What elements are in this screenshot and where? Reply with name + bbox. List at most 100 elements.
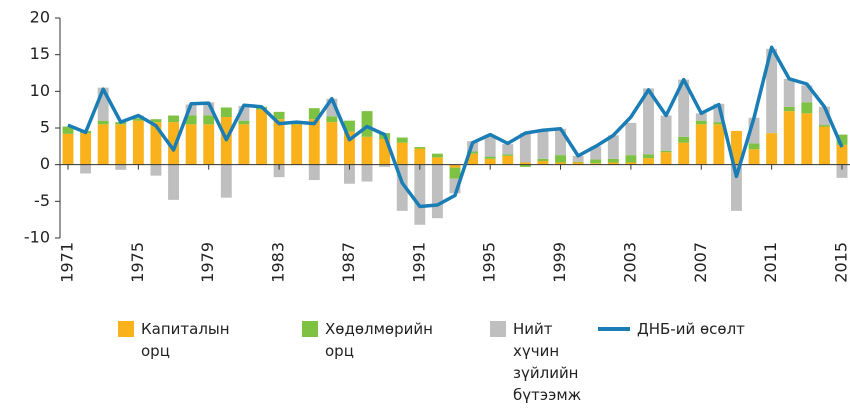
legend-label: Хөдөлмөрийн орц	[325, 320, 433, 360]
bar	[731, 130, 742, 165]
legend-item: Капиталын орц	[118, 318, 253, 362]
bar	[97, 120, 109, 125]
legend-swatch	[490, 321, 506, 337]
bar	[484, 158, 496, 165]
legend-label: ДНБ-ий өсөлт	[637, 320, 745, 338]
bar	[695, 124, 707, 165]
y-tick-label: 10	[30, 81, 50, 100]
bar	[273, 119, 285, 165]
bar	[748, 117, 760, 144]
x-tick-label: 1979	[198, 242, 217, 283]
legend-label: Нийт хүчин зүйлийн бүтээмж	[513, 320, 582, 404]
bar	[238, 124, 250, 165]
bar	[326, 122, 338, 165]
bar	[660, 115, 672, 151]
bar	[836, 134, 848, 145]
x-tick-label: 2011	[761, 242, 780, 283]
bar	[748, 149, 760, 165]
y-tick-label: 20	[30, 8, 50, 27]
y-tick-label: 0	[40, 154, 50, 173]
legend-label: Капиталын орц	[141, 320, 230, 360]
x-tick-label: 1975	[128, 242, 147, 283]
bar	[115, 124, 127, 165]
bar	[519, 133, 531, 163]
bar	[414, 148, 426, 165]
bar	[238, 120, 250, 125]
bar	[678, 136, 690, 143]
bar	[537, 161, 549, 165]
bar	[203, 102, 215, 116]
bar	[783, 111, 795, 165]
bar	[326, 116, 338, 123]
bar	[537, 130, 549, 159]
bar	[783, 106, 795, 112]
bar	[713, 103, 725, 123]
bar	[555, 128, 566, 156]
bar	[537, 158, 549, 161]
x-tick-label: 1983	[269, 242, 288, 283]
bar	[519, 164, 531, 167]
bar	[132, 118, 144, 121]
bar	[660, 150, 672, 153]
bar	[625, 122, 637, 156]
bar	[344, 131, 355, 165]
x-tick-label: 1991	[409, 242, 428, 283]
bar	[185, 124, 197, 165]
bar	[502, 154, 514, 156]
bar	[220, 164, 232, 198]
x-tick-label: 1999	[550, 242, 569, 283]
bar	[308, 164, 320, 181]
y-tick-label: -10	[24, 228, 50, 247]
x-tick-label: 1971	[58, 242, 77, 283]
bar	[344, 120, 355, 132]
bar	[590, 159, 602, 164]
bar	[502, 155, 514, 165]
bar	[449, 164, 461, 168]
bar	[660, 152, 672, 165]
legend-item: Хөдөлмөрийн орц	[302, 318, 455, 362]
bar	[203, 124, 215, 165]
bar	[396, 164, 408, 211]
bar	[766, 133, 778, 165]
bar	[590, 163, 602, 165]
bar	[431, 157, 443, 165]
bar	[467, 151, 479, 154]
bar	[607, 158, 619, 163]
bar	[150, 119, 162, 123]
bar	[643, 88, 654, 155]
bar	[344, 164, 355, 184]
bar	[748, 143, 760, 150]
bar	[519, 162, 531, 165]
bar	[449, 167, 461, 179]
bar	[203, 115, 215, 125]
legend-item: Нийт хүчин зүйлийн бүтээмж	[490, 318, 593, 406]
bar	[361, 111, 373, 137]
bar	[678, 142, 690, 165]
bar	[801, 85, 813, 103]
legend-item: ДНБ-ий өсөлт	[598, 318, 850, 340]
x-tick-label: 2003	[620, 242, 639, 283]
bar	[783, 78, 795, 107]
bar	[414, 164, 426, 225]
bar	[607, 162, 619, 165]
bar	[238, 106, 250, 121]
bar	[361, 136, 373, 165]
bar	[731, 164, 742, 211]
bar	[168, 122, 179, 165]
bar	[273, 111, 285, 120]
bar	[695, 120, 707, 125]
bar	[414, 147, 426, 149]
bar	[379, 139, 391, 165]
bar	[502, 144, 514, 155]
bar	[379, 164, 391, 167]
bar	[150, 164, 162, 176]
bar	[449, 178, 461, 194]
bar	[168, 115, 179, 123]
bar	[607, 135, 619, 159]
y-tick-label: 5	[40, 118, 50, 137]
x-tick-label: 2007	[691, 242, 710, 283]
y-tick-label: -5	[34, 191, 50, 210]
x-tick-label: 1987	[339, 242, 358, 283]
